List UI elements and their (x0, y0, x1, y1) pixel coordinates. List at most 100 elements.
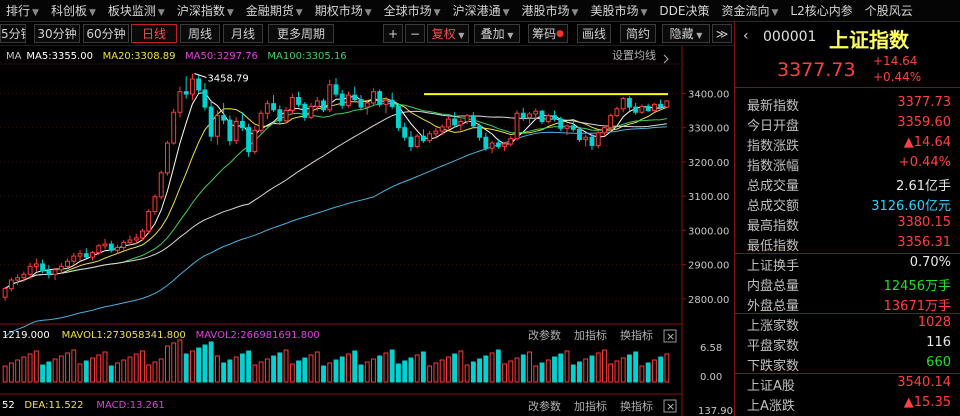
candle-body[interactable] (15, 277, 21, 281)
candle-body[interactable] (196, 78, 202, 91)
candle-body[interactable] (277, 109, 283, 122)
candle-body[interactable] (395, 105, 401, 129)
candle-body[interactable] (339, 93, 345, 106)
hide-dropdown[interactable]: 隐藏 ▼ (662, 24, 710, 43)
top-menu-item[interactable]: 港股市场 ▼ (516, 0, 585, 22)
candle-body[interactable] (533, 110, 539, 115)
candle-body[interactable] (71, 255, 77, 262)
candle-body[interactable] (408, 136, 414, 147)
candle-body[interactable] (402, 127, 408, 138)
top-menu-item[interactable]: 个股风云 (859, 0, 919, 22)
candle-body[interactable] (570, 125, 576, 130)
candle-body[interactable] (658, 103, 664, 108)
candle-body[interactable] (626, 98, 632, 108)
candle-body[interactable] (583, 136, 589, 141)
candle-body[interactable] (514, 112, 520, 140)
candle-body[interactable] (289, 97, 295, 112)
candle-body[interactable] (90, 252, 95, 258)
top-menu-item[interactable]: 板块监测 ▼ (102, 0, 171, 22)
period-day-button[interactable]: 日线 (131, 24, 177, 43)
candle-body[interactable] (27, 265, 33, 275)
candle-body[interactable] (414, 135, 420, 147)
chouma-button[interactable]: 筹码● (528, 24, 568, 43)
top-menu-item[interactable]: 科创板 ▼ (45, 0, 102, 22)
candle-body[interactable] (214, 115, 220, 137)
candle-body[interactable] (65, 260, 70, 267)
candle-body[interactable] (371, 91, 376, 104)
candle-body[interactable] (208, 106, 214, 137)
candle-body[interactable] (83, 253, 89, 258)
candle-body[interactable] (221, 115, 227, 121)
candle-body[interactable] (171, 111, 177, 144)
candle-body[interactable] (495, 142, 501, 147)
candle-body[interactable] (296, 97, 301, 105)
candle-body[interactable] (383, 99, 389, 105)
more-periods-button[interactable]: 更多周期 (268, 24, 334, 43)
simple-mode-button[interactable]: 简约 (620, 24, 656, 43)
candle-body[interactable] (602, 127, 607, 134)
period-5min-button[interactable]: 5分钟 (0, 24, 26, 43)
zoom-out-button[interactable]: − (405, 24, 425, 43)
candle-body[interactable] (358, 99, 364, 108)
zoom-in-button[interactable]: + (383, 24, 403, 43)
candle-body[interactable] (552, 115, 557, 120)
candle-body[interactable] (121, 241, 127, 249)
candle-body[interactable] (146, 211, 152, 232)
candle-body[interactable] (2, 288, 8, 298)
candle-body[interactable] (489, 142, 495, 149)
candle-body[interactable] (502, 143, 507, 147)
close-icon[interactable] (663, 329, 677, 343)
fuquan-dropdown[interactable]: 复权 ▼ (427, 24, 469, 43)
candle-body[interactable] (620, 98, 626, 110)
candle-body[interactable] (46, 270, 52, 275)
close-icon[interactable] (663, 399, 677, 413)
candle-body[interactable] (308, 105, 314, 118)
candle-body[interactable] (420, 135, 426, 142)
top-menu-item[interactable]: 美股市场 ▼ (584, 0, 653, 22)
top-menu-item[interactable]: L2核心内参 (784, 0, 858, 22)
candle-body[interactable] (133, 237, 139, 241)
candle-body[interactable] (8, 279, 14, 290)
candle-body[interactable] (564, 125, 570, 129)
candle-body[interactable] (520, 112, 526, 118)
candle-body[interactable] (333, 84, 339, 95)
top-menu-item[interactable]: DDE决策 (653, 0, 715, 22)
candle-body[interactable] (633, 106, 639, 113)
candle-body[interactable] (608, 115, 614, 129)
back-arrow-icon[interactable]: ‹ (743, 28, 749, 44)
candle-body[interactable] (639, 105, 645, 113)
draw-line-button[interactable]: 画线 (577, 24, 611, 43)
candle-body[interactable] (40, 263, 46, 272)
candle-body[interactable] (558, 118, 564, 129)
period-60min-button[interactable]: 60分钟 (83, 24, 129, 43)
candle-body[interactable] (202, 89, 208, 108)
candle-body[interactable] (314, 100, 320, 107)
candle-body[interactable] (152, 196, 158, 213)
period-month-button[interactable]: 月线 (223, 24, 263, 43)
candle-body[interactable] (645, 105, 651, 112)
candle-body[interactable] (364, 102, 370, 108)
candle-body[interactable] (189, 78, 195, 95)
candle-body[interactable] (140, 230, 145, 239)
candle-body[interactable] (177, 91, 183, 113)
candle-body[interactable] (77, 253, 83, 257)
top-menu-item[interactable]: 期权市场 ▼ (309, 0, 378, 22)
candle-body[interactable] (477, 125, 483, 138)
candle-body[interactable] (352, 94, 358, 101)
top-menu-item[interactable]: 排行 ▼ (0, 0, 45, 22)
top-menu-item[interactable]: 沪深指数 ▼ (171, 0, 240, 22)
candle-body[interactable] (258, 112, 264, 131)
kline-chart-area[interactable]: 3400.00 3300.00 3200.00 3100.00 3000.00 2900.… (0, 46, 734, 416)
candle-body[interactable] (239, 120, 245, 129)
candle-body[interactable] (108, 243, 114, 251)
overlay-dropdown[interactable]: 叠加 ▼ (474, 24, 520, 43)
candle-body[interactable] (389, 99, 395, 107)
candle-body[interactable] (445, 118, 451, 128)
top-menu-item[interactable]: 沪深港通 ▼ (447, 0, 516, 22)
candle-body[interactable] (470, 115, 476, 127)
candle-body[interactable] (577, 128, 582, 141)
candle-body[interactable] (183, 91, 189, 95)
candle-body[interactable] (52, 269, 58, 275)
candle-body[interactable] (458, 120, 464, 126)
candle-body[interactable] (439, 126, 445, 132)
